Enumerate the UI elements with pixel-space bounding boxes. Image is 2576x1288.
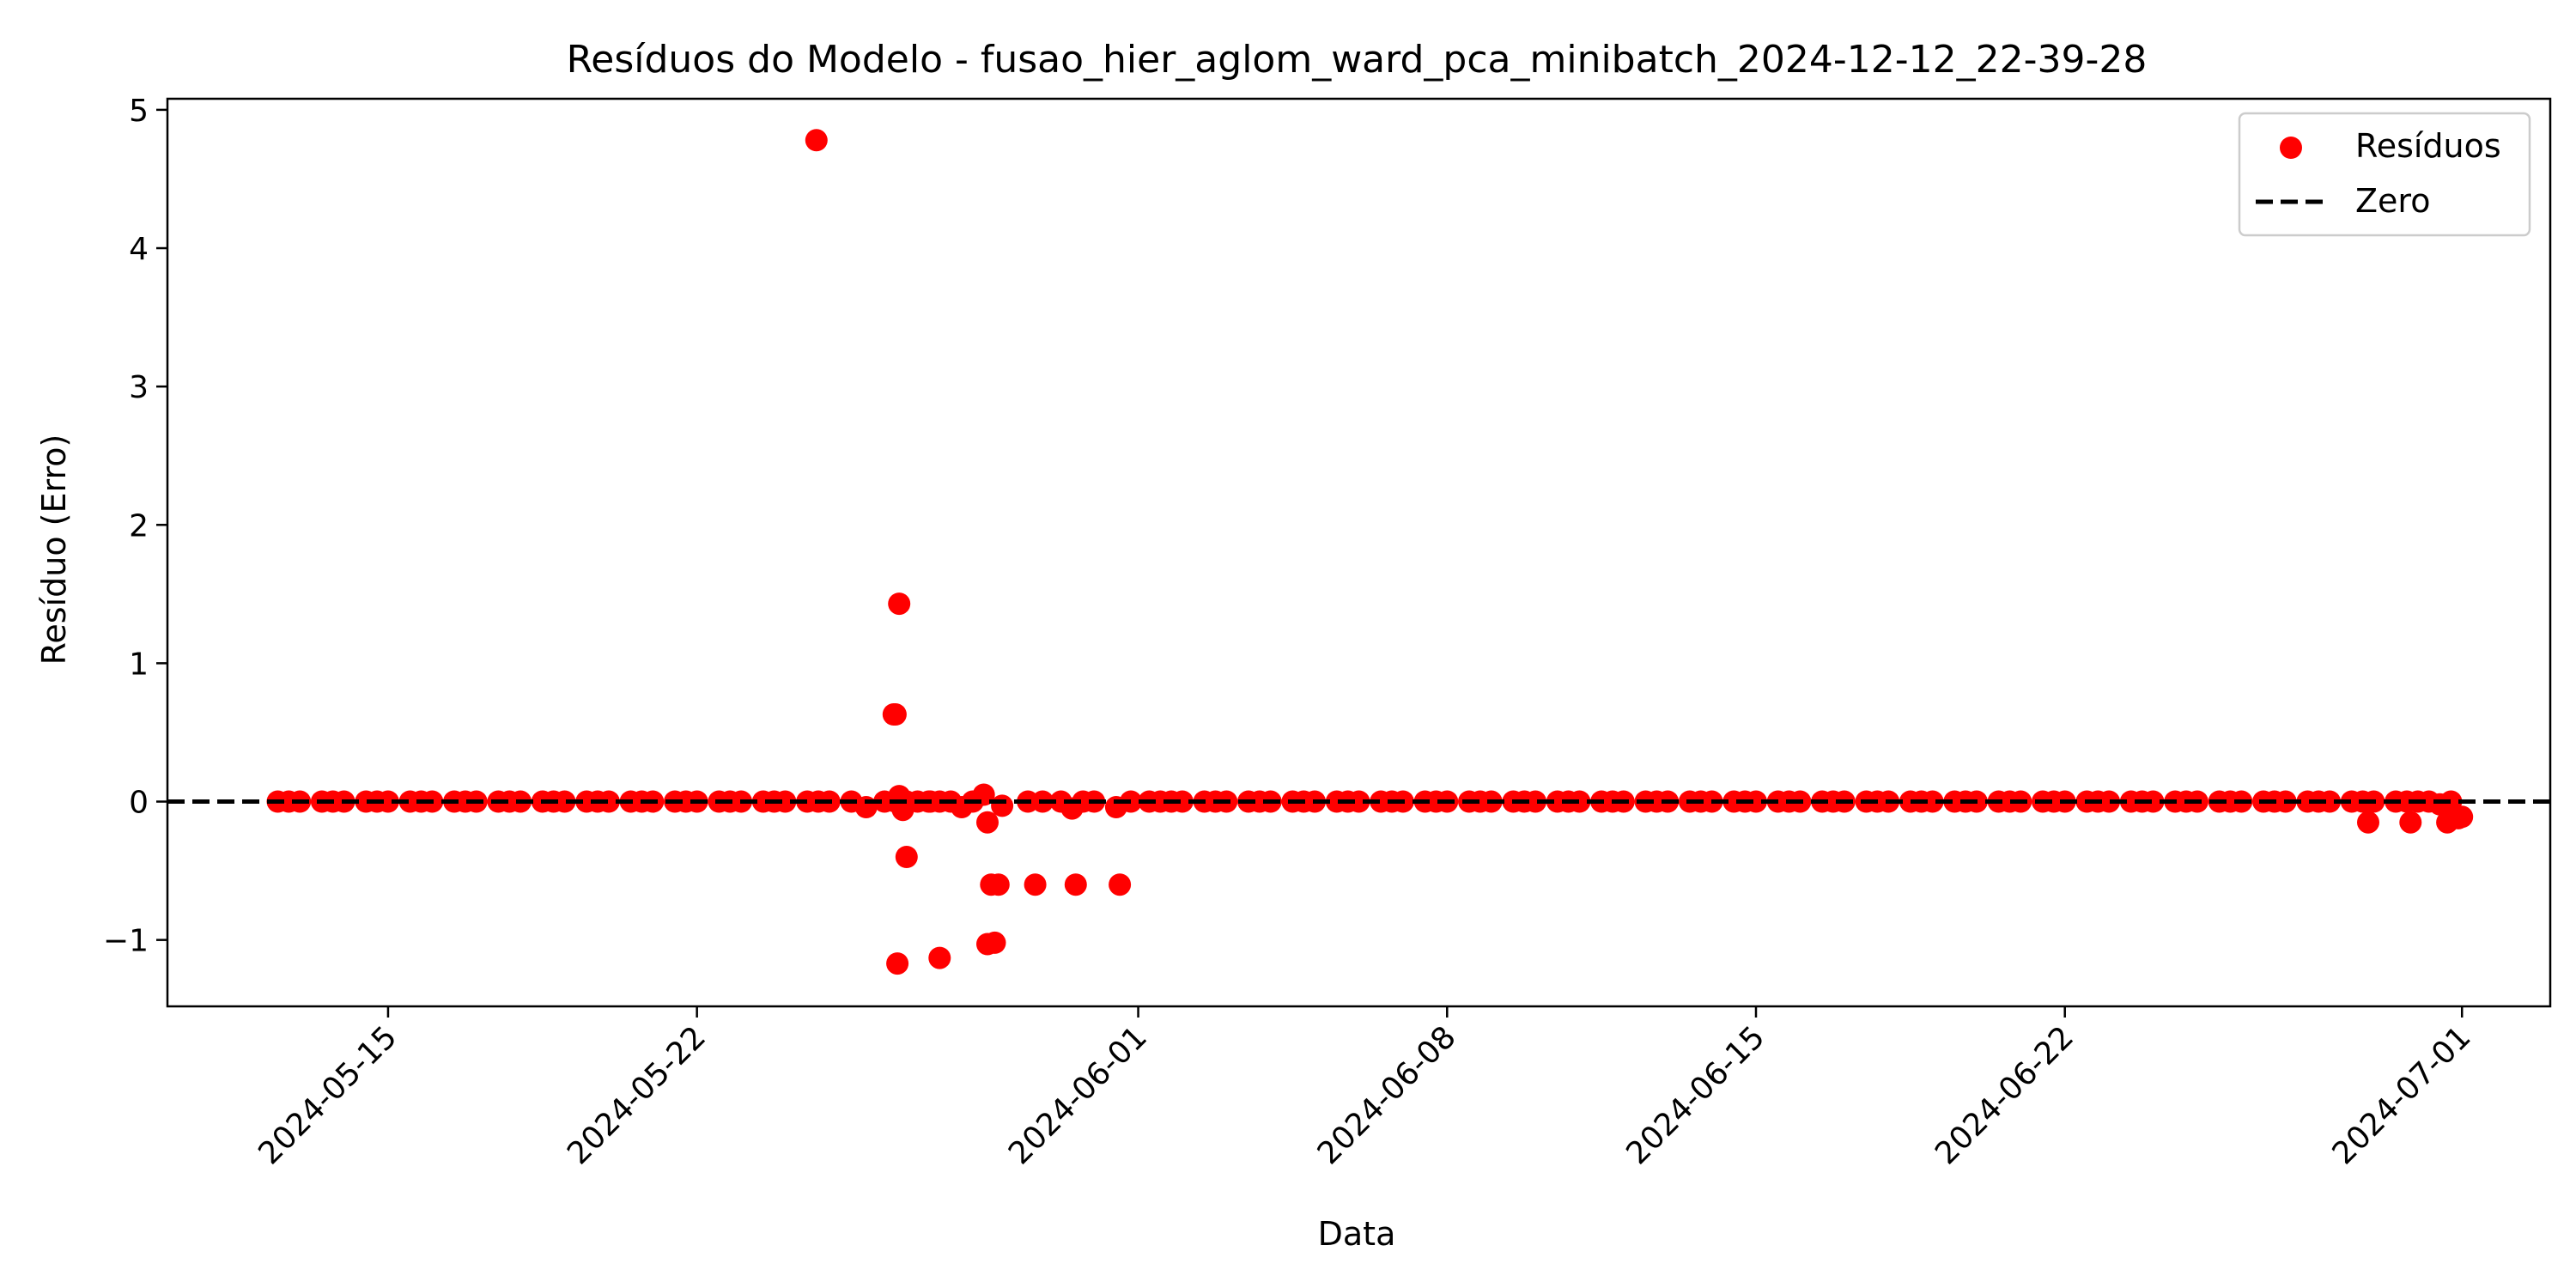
residual-point-122 — [1745, 790, 1767, 813]
x-axis-label: Data — [1318, 1215, 1396, 1253]
residual-point-49 — [884, 703, 907, 726]
residual-point-68 — [991, 794, 1014, 817]
residual-point-146 — [2098, 790, 2121, 813]
residual-point-161 — [2318, 790, 2342, 813]
residual-point-149 — [2142, 790, 2165, 813]
y-tick-label-0: −1 — [103, 924, 149, 959]
residual-point-66 — [983, 931, 1006, 954]
y-tick-label-3: 2 — [129, 508, 149, 544]
residual-point-8 — [376, 790, 399, 813]
residual-point-107 — [1524, 790, 1547, 813]
residual-point-74 — [1064, 873, 1087, 896]
residual-point-95 — [1347, 790, 1370, 813]
residual-point-39 — [805, 129, 828, 152]
residual-point-165 — [2357, 811, 2379, 834]
residual-point-175 — [2451, 805, 2474, 829]
legend: Resíduos Zero — [2238, 112, 2531, 237]
residual-point-70 — [1024, 873, 1047, 896]
y-axis: −1 0 1 2 3 4 5 — [103, 94, 167, 959]
y-tick-label-6: 5 — [129, 94, 149, 129]
residual-point-56 — [895, 846, 918, 868]
residual-point-20 — [553, 790, 576, 813]
y-tick-label-4: 3 — [129, 370, 149, 405]
residual-point-51 — [886, 952, 909, 975]
legend-box — [2238, 112, 2531, 237]
chart-title: Resíduos do Modelo - fusao_hier_aglom_wa… — [567, 38, 2148, 82]
residual-point-67 — [987, 873, 1010, 896]
residual-point-110 — [1568, 790, 1591, 813]
residual-point-78 — [1109, 873, 1132, 896]
residual-point-50 — [888, 592, 911, 616]
y-axis-label: Resíduo (Erro) — [35, 434, 73, 665]
residual-point-134 — [1921, 790, 1944, 813]
legend-label-residuos: Resíduos — [2355, 127, 2501, 165]
residual-point-168 — [2399, 811, 2422, 834]
residual-point-58 — [928, 946, 951, 969]
residual-point-55 — [891, 799, 914, 822]
y-tick-label-2: 1 — [129, 647, 149, 682]
residual-point-35 — [774, 790, 797, 813]
residual-point-83 — [1170, 790, 1194, 813]
residual-point-63 — [976, 811, 999, 834]
y-tick-label-5: 4 — [129, 232, 149, 267]
plot-area-frame — [166, 97, 2552, 1008]
legend-label-zero: Zero — [2355, 182, 2430, 220]
legend-marker-residuos — [2280, 137, 2302, 159]
y-tick-label-1: 0 — [129, 786, 149, 821]
residual-point-23 — [597, 790, 620, 813]
